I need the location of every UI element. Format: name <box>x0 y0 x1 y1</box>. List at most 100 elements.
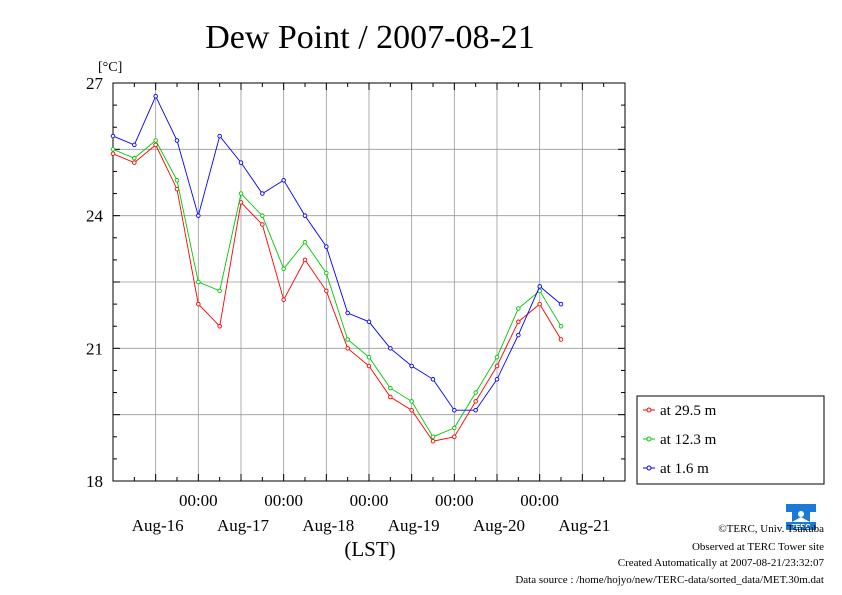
data-point <box>452 434 457 440</box>
data-point <box>238 191 244 196</box>
data-point <box>260 213 265 218</box>
data-point <box>345 310 350 316</box>
series-line <box>112 95 562 411</box>
data-point <box>558 301 564 307</box>
data-point <box>345 346 350 351</box>
x-axis-label: (LST) <box>344 537 395 561</box>
data-point <box>366 363 372 369</box>
data-point <box>281 178 286 183</box>
x-tick-labels: 00:00 00:00 00:00 00:00 00:00 Aug-16 Aug-17 Aug… <box>132 491 611 535</box>
x-tick-time-label: 00:00 <box>264 491 303 510</box>
logo-drop-icon <box>798 511 804 517</box>
data-point <box>196 213 201 218</box>
data-point <box>345 337 350 342</box>
data-point <box>494 354 500 360</box>
chart-title: Dew Point / 2007-08-21 <box>205 19 535 56</box>
y-tick-label: 27 <box>86 74 104 93</box>
legend-marker <box>646 465 652 471</box>
data-point <box>174 138 180 143</box>
data-point <box>110 133 116 139</box>
data-point <box>516 306 521 311</box>
data-point <box>452 425 457 431</box>
series-at-12-3-m <box>110 138 564 440</box>
legend: at 29.5 m at 12.3 m at 1.6 m <box>636 395 825 485</box>
data-point <box>132 160 137 165</box>
y-tick-label: 18 <box>86 472 103 491</box>
legend-marker <box>646 407 652 413</box>
data-point <box>238 160 244 165</box>
legend-label: at 29.5 m <box>660 403 717 419</box>
data-point <box>537 301 542 307</box>
data-point <box>430 438 436 444</box>
data-point <box>366 354 372 360</box>
credit-observed: Observed at TERC Tower site <box>692 541 824 553</box>
data-point <box>409 399 414 404</box>
data-point <box>558 337 564 342</box>
data-point <box>281 297 286 302</box>
data-point <box>388 394 393 400</box>
y-tick-label: 21 <box>86 339 103 358</box>
series-line <box>112 144 562 442</box>
x-tick-time-label: 00:00 <box>520 491 559 510</box>
series-at-1-6-m <box>110 94 564 413</box>
data-point <box>430 377 436 382</box>
x-tick-date-label: Aug-21 <box>558 516 610 535</box>
legend-box <box>636 395 825 485</box>
data-point <box>153 138 158 143</box>
data-point <box>388 385 393 391</box>
data-point <box>281 266 286 271</box>
data-point <box>110 151 116 157</box>
data-point <box>537 284 542 289</box>
legend-label: at 1.6 m <box>660 461 709 477</box>
logo-text: TERC <box>791 524 810 531</box>
data-point <box>153 142 158 148</box>
data-point <box>366 319 372 325</box>
data-point <box>324 288 329 294</box>
data-point <box>473 390 478 395</box>
data-point <box>196 279 201 285</box>
data-point <box>217 323 222 329</box>
data-point <box>196 301 201 307</box>
data-point <box>494 363 500 369</box>
data-point <box>516 319 521 325</box>
data-point <box>132 142 137 148</box>
series-at-29-5-m <box>110 142 564 444</box>
data-point <box>174 178 180 183</box>
data-point <box>516 332 521 338</box>
y-tick-labels: 18 21 24 27 <box>86 74 104 491</box>
credit-copyright: ©TERC, Univ. Tsukuba <box>718 523 824 535</box>
data-point <box>494 377 500 382</box>
credit-created: Created Automatically at 2007-08-21/23:3… <box>618 557 825 569</box>
x-tick-date-label: Aug-20 <box>473 516 525 535</box>
series-line <box>112 139 562 438</box>
data-point <box>217 288 222 294</box>
data-point <box>260 191 265 196</box>
logo-band <box>786 522 816 530</box>
y-tick-label: 24 <box>86 207 104 226</box>
credit-source: Data source : /home/hojyo/new/TERC-data/… <box>515 574 824 586</box>
x-tick-date-label: Aug-18 <box>302 516 354 535</box>
data-point <box>388 346 393 351</box>
x-tick-time-label: 00:00 <box>435 491 474 510</box>
data-point <box>473 407 478 413</box>
axis-ticks <box>112 82 626 482</box>
data-point <box>409 363 414 369</box>
x-tick-date-label: Aug-17 <box>217 516 269 535</box>
data-point <box>558 323 564 329</box>
y-axis-unit: [°C] <box>98 60 122 75</box>
x-tick-date-label: Aug-19 <box>388 516 440 535</box>
data-point <box>452 407 457 413</box>
data-point <box>132 155 137 161</box>
data-point <box>324 270 329 276</box>
data-point <box>302 239 308 245</box>
data-point <box>302 213 308 218</box>
data-point <box>217 133 222 139</box>
x-tick-date-label: Aug-16 <box>132 516 184 535</box>
legend-label: at 12.3 m <box>660 432 717 448</box>
x-tick-time-label: 00:00 <box>179 491 218 510</box>
x-tick-time-label: 00:00 <box>350 491 389 510</box>
data-point <box>473 399 478 404</box>
legend-marker <box>646 436 652 442</box>
series-layer <box>110 94 564 444</box>
